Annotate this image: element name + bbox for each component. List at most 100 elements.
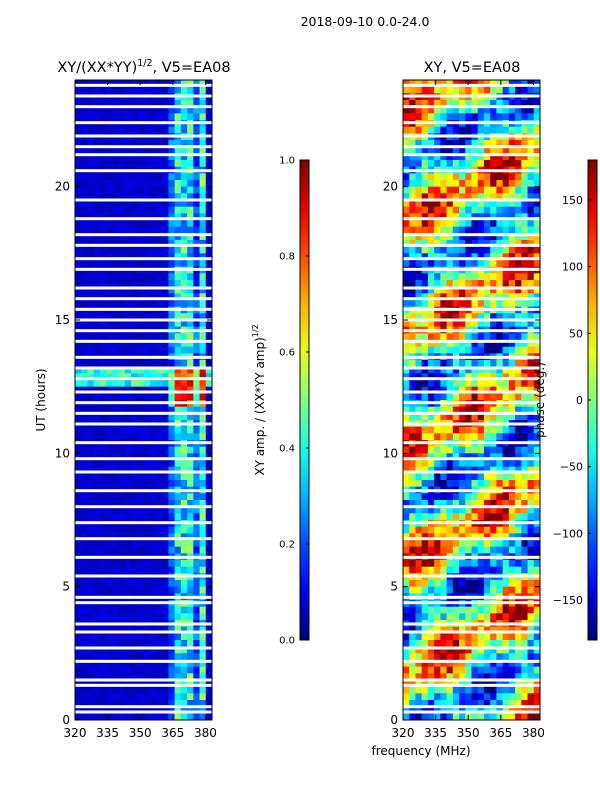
phase-cell	[421, 246, 429, 254]
phase-cell	[477, 406, 485, 414]
amplitude-cell	[118, 540, 126, 548]
phase-cell	[471, 320, 479, 328]
phase-cell	[502, 213, 510, 221]
phase-cell	[508, 533, 516, 541]
phase-cell	[421, 346, 429, 354]
phase-cell	[502, 413, 510, 421]
phase-cell	[403, 680, 410, 688]
phase-cell	[427, 406, 435, 414]
phase-cell	[471, 140, 479, 148]
amplitude-cell	[168, 100, 176, 108]
phase-cell	[415, 173, 423, 181]
phase-cell	[459, 406, 466, 414]
phase-cell	[403, 533, 410, 541]
amplitude-cell	[118, 680, 126, 688]
amplitude-cell	[106, 673, 113, 681]
amplitude-cell	[180, 566, 188, 574]
phase-cell	[415, 200, 423, 208]
phase-cell	[409, 173, 416, 181]
amplitude-cell	[155, 153, 163, 161]
phase-cell	[403, 180, 410, 188]
amplitude-cell	[124, 206, 132, 214]
phase-cell	[415, 633, 423, 641]
amplitude-cell	[143, 500, 151, 508]
phase-cell	[521, 546, 528, 554]
amplitude-cell	[149, 580, 157, 588]
amplitude-cell	[137, 640, 144, 648]
phase-cell	[403, 433, 410, 441]
phase-cell	[415, 140, 423, 148]
amplitude-cell	[162, 653, 169, 661]
amplitude-cell	[193, 273, 200, 281]
amplitude-cell	[124, 433, 132, 441]
phase-cell	[490, 673, 497, 681]
amplitude-cell	[81, 380, 88, 388]
amplitude-cell	[106, 653, 113, 661]
amplitude-cell	[137, 660, 144, 668]
phase-cell	[521, 193, 528, 201]
phase-cell	[521, 100, 528, 108]
amplitude-cell	[193, 153, 200, 161]
amplitude-cell	[75, 386, 82, 394]
phase-cell	[502, 113, 510, 121]
phase-cell	[496, 413, 504, 421]
amplitude-flagged-row	[75, 630, 212, 634]
amplitude-cell	[137, 366, 144, 374]
phase-cell	[471, 253, 479, 261]
amplitude-cell	[155, 646, 163, 654]
phase-cell	[521, 393, 528, 401]
amplitude-cell	[112, 373, 119, 381]
phase-cell	[421, 386, 429, 394]
phase-cell	[521, 360, 528, 368]
amplitude-cell	[149, 713, 157, 721]
amplitude-cell	[112, 240, 119, 248]
phase-cell	[434, 226, 441, 234]
amplitude-cell	[162, 606, 169, 614]
phase-cell	[515, 146, 522, 154]
amplitude-cell	[106, 286, 113, 294]
amplitude-flagged-row	[75, 297, 212, 301]
phase-cell	[502, 533, 510, 541]
phase-cell	[483, 100, 491, 108]
amplitude-cell	[124, 240, 132, 248]
phase-cell	[440, 233, 447, 241]
phase-cell	[508, 213, 516, 221]
phase-cell	[403, 426, 410, 434]
amplitude-cell	[155, 513, 163, 521]
phase-cell	[521, 80, 528, 88]
phase-cell	[477, 220, 485, 228]
phase-cell	[415, 106, 423, 114]
phase-cell	[434, 406, 441, 414]
phase-cell	[403, 473, 410, 481]
phase-cell	[490, 660, 497, 668]
amplitude-cell	[187, 160, 194, 168]
phase-cell	[471, 660, 479, 668]
phase-cell	[421, 313, 429, 321]
amplitude-cell	[131, 80, 138, 88]
amplitude-cell	[174, 673, 182, 681]
phase-cell	[521, 633, 528, 641]
amplitude-cell	[137, 706, 144, 714]
phase-flagged-row	[403, 710, 540, 714]
phase-cell	[465, 86, 472, 94]
amplitude-cell	[137, 180, 144, 188]
amplitude-cell	[99, 340, 107, 348]
amplitude-cell	[168, 560, 176, 568]
amplitude-cell	[193, 80, 200, 88]
amplitude-cell	[124, 386, 132, 394]
amplitude-cell	[149, 220, 157, 228]
amplitude-cell	[193, 140, 200, 148]
amplitude-cell	[180, 633, 188, 641]
amplitude-cell	[118, 413, 126, 421]
amplitude-cell	[155, 713, 163, 721]
phase-cell	[521, 680, 528, 688]
amplitude-flagged-row	[75, 646, 212, 650]
amplitude-cell	[131, 380, 138, 388]
amplitude-cell	[124, 233, 132, 241]
amplitude-cell	[81, 500, 88, 508]
phase-cell	[521, 240, 528, 248]
phase-cell	[440, 360, 447, 368]
amplitude-cell	[93, 580, 101, 588]
amplitude-cell	[118, 260, 126, 268]
